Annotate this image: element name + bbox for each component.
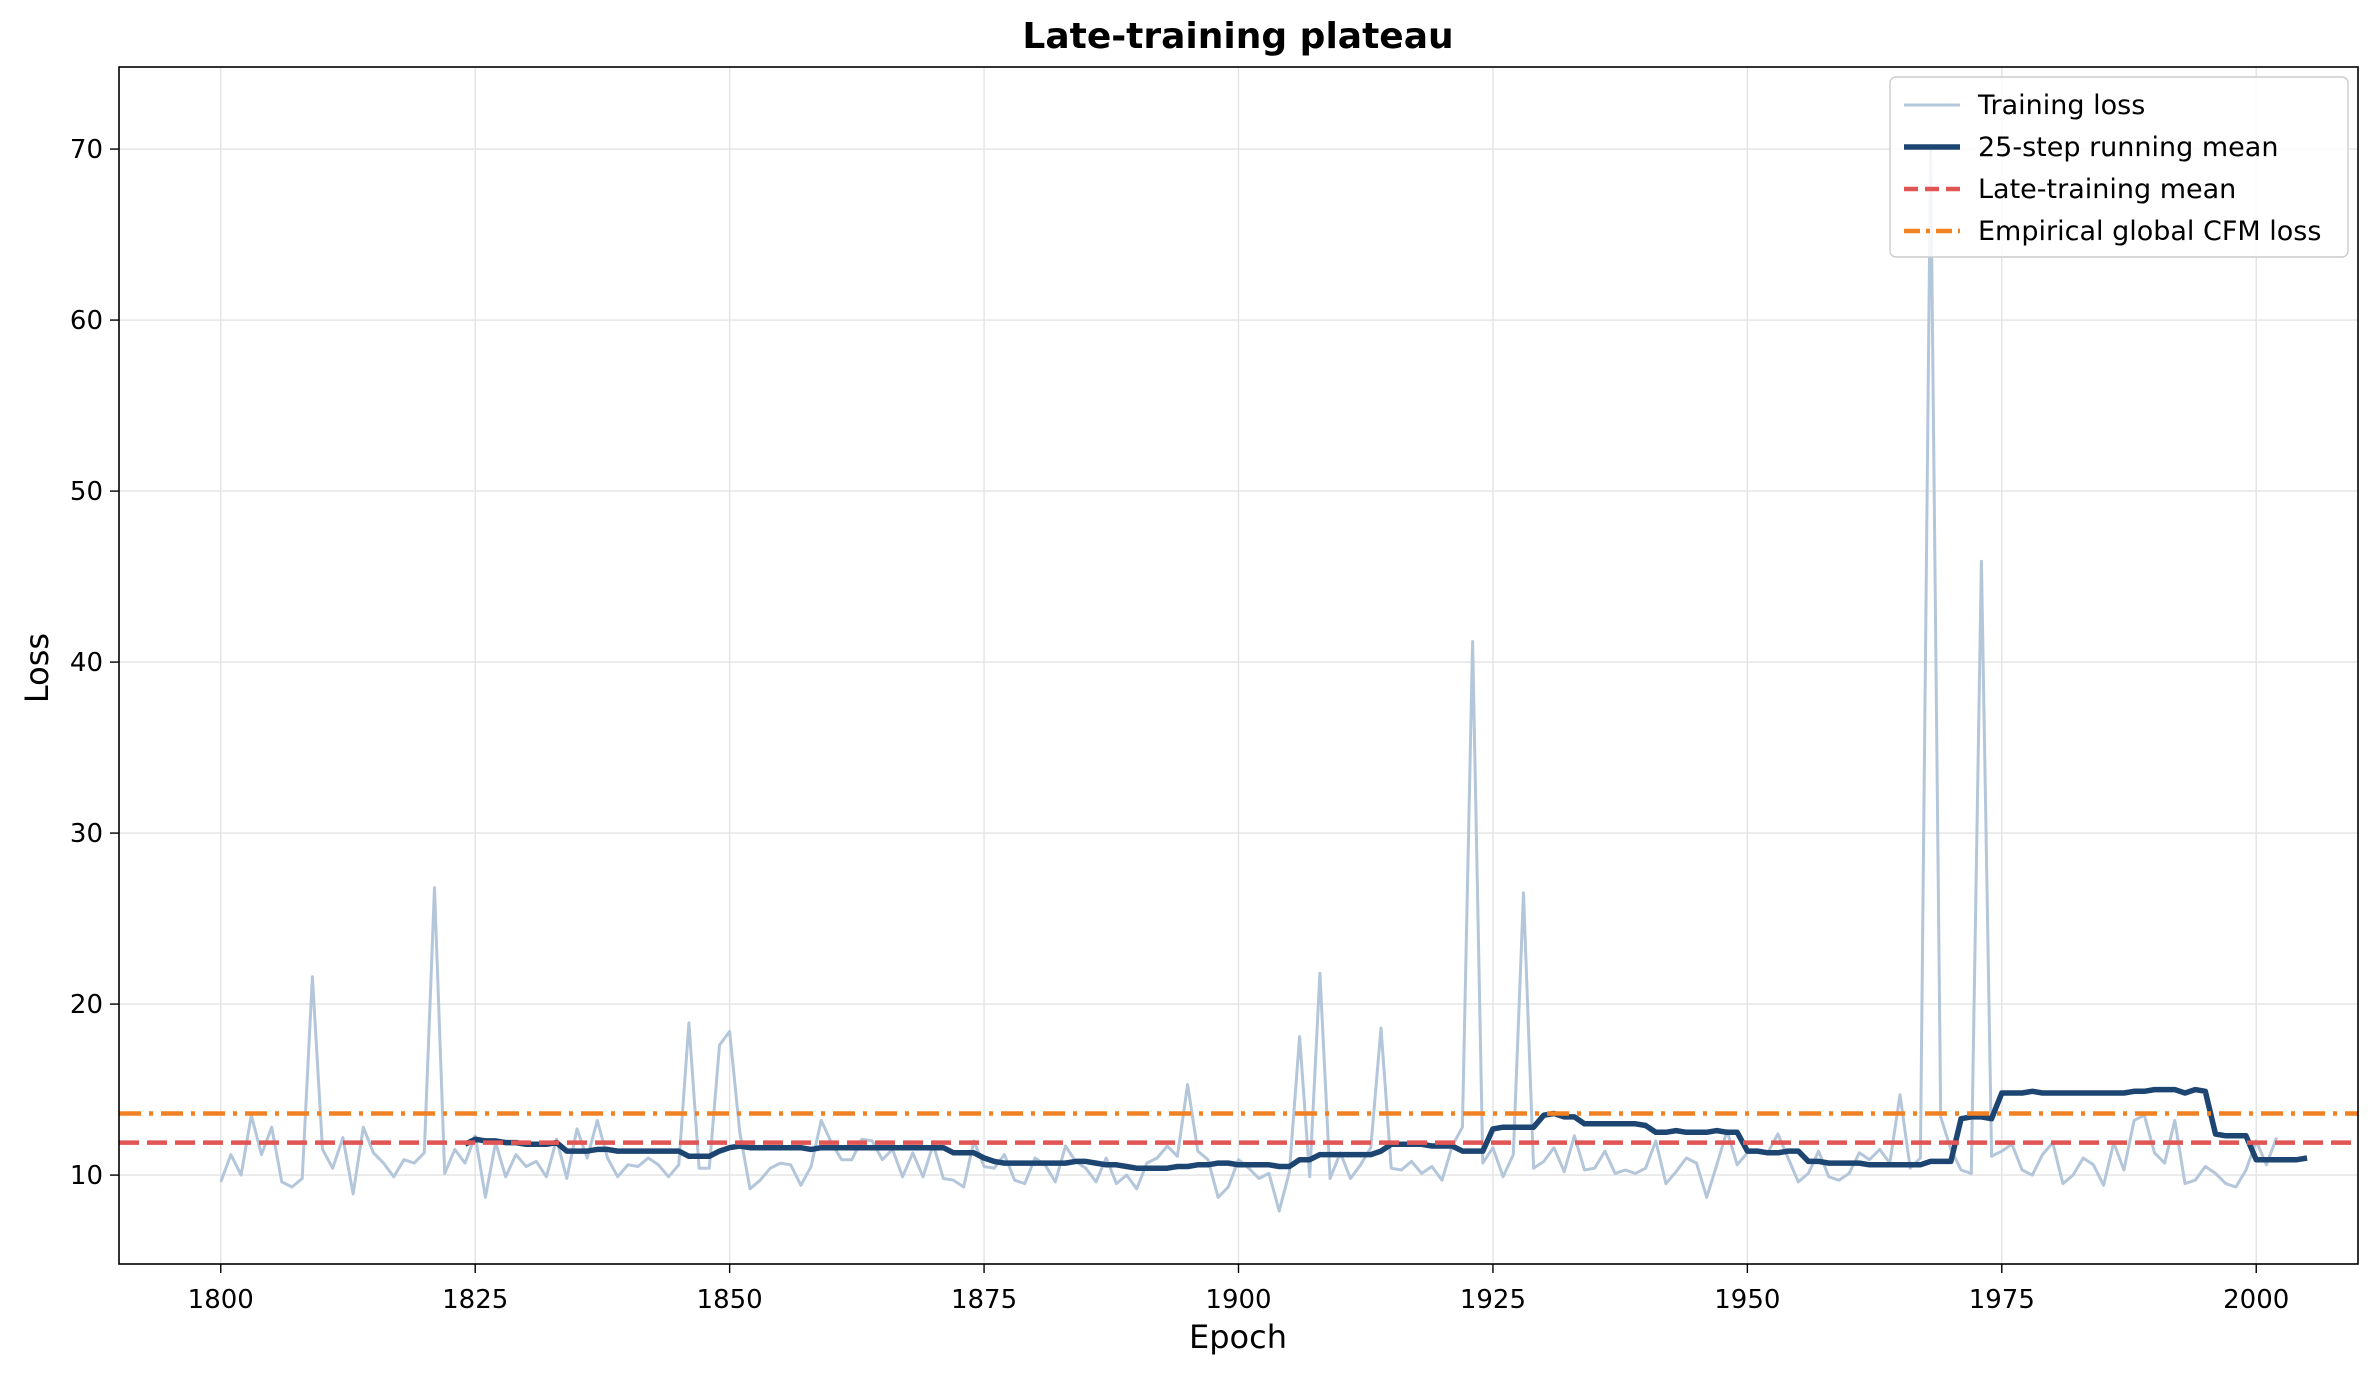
x-tick-label: 1875 [951, 1285, 1017, 1315]
grid-lines [119, 67, 2358, 1264]
x-tick-label: 1900 [1205, 1285, 1271, 1315]
y-tick-label: 70 [70, 135, 103, 165]
x-tick-label: 1975 [1969, 1285, 2035, 1315]
25-step-running-mean-line [463, 1086, 2308, 1171]
x-tick-label: 1800 [188, 1285, 254, 1315]
chart-title: Late-training plateau [1022, 16, 1453, 57]
series-layer [119, 147, 2358, 1213]
y-tick-label: 50 [70, 477, 103, 507]
training-loss-line [219, 147, 2279, 1213]
legend-label-empirical-global-cfm-loss: Empirical global CFM loss [1978, 216, 2321, 247]
y-tick-label: 20 [70, 990, 103, 1020]
x-tick-label: 1825 [442, 1285, 508, 1315]
y-tick-label: 30 [70, 819, 103, 849]
y-tick-label: 10 [70, 1161, 103, 1191]
y-tick-label: 60 [70, 306, 103, 336]
x-tick-label: 1925 [1460, 1285, 1526, 1315]
legend: Training loss 25-step running mean Late-tr… [1889, 76, 2349, 258]
x-tick-label: 2000 [2223, 1285, 2289, 1315]
legend-label-25-step-running-mean: 25-step running mean [1978, 132, 2278, 163]
legend-label-late-training-mean: Late-training mean [1978, 174, 2236, 205]
axis-ticks: 1800 1825 1850 1875 1900 1925 1950 1975 2000 10 20… [70, 135, 2289, 1315]
x-tick-label: 1950 [1714, 1285, 1780, 1315]
legend-label-training-loss: Training loss [1977, 90, 2145, 121]
legend-box [1889, 76, 2349, 258]
x-axis-label: Epoch [1189, 1318, 1287, 1356]
y-tick-label: 40 [70, 648, 103, 678]
y-axis-label: Loss [18, 633, 56, 703]
x-tick-label: 1850 [697, 1285, 763, 1315]
